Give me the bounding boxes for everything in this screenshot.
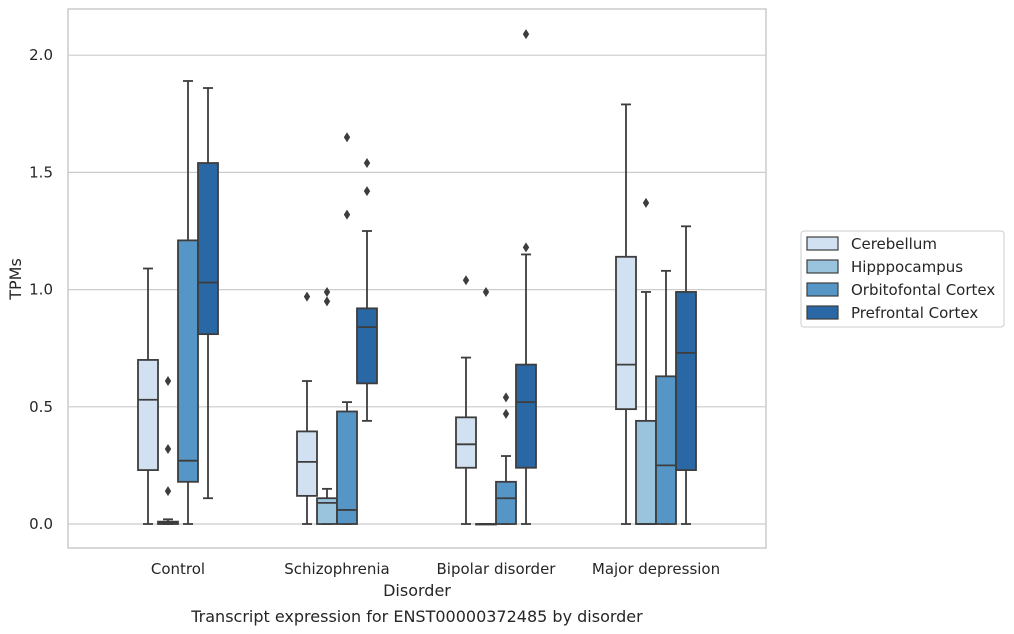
legend-label: Cerebellum [851,235,937,253]
box-group [316,286,338,525]
outlier-point [363,186,371,197]
box [495,480,517,525]
y-tick-label: 0.5 [29,398,53,416]
series-orbitofontal-cortex [177,80,677,525]
box-group [635,197,657,525]
outlier-point [164,376,172,387]
outlier-point [522,242,530,253]
legend-frame [800,230,1005,328]
legend-swatch [806,305,839,320]
box-group [515,29,537,525]
legend-label: Hipppocampus [851,258,963,276]
box-group [655,269,677,525]
x-tick-label: Bipolar disorder [437,560,557,578]
outlier-point [164,443,172,454]
legend-swatch [806,236,839,251]
box-group [296,291,318,525]
box-group [336,132,358,525]
box [356,307,378,385]
box [655,375,677,525]
outlier-point [502,392,510,403]
outlier-point [303,291,311,302]
outlier-point [323,286,331,297]
y-tick-labels: 0.0 0.5 1.0 1.5 2.0 [29,46,53,533]
box-series [137,29,697,526]
box-group [177,80,199,525]
x-tick-label: Major depression [592,560,720,578]
y-tick-label: 1.0 [29,281,53,299]
box [177,239,199,483]
y-axis-label: TPMs [6,258,25,301]
box-group [137,267,159,525]
box-group [615,103,637,525]
box-group [455,275,477,525]
box [336,410,358,525]
y-tick-label: 1.5 [29,163,53,181]
legend-swatch [806,282,839,297]
x-tick-labels: Control Schizophrenia Bipolar disorder Majo… [151,560,720,578]
outlier-point [363,158,371,169]
legend-label: Prefrontal Cortex [851,304,978,322]
y-tick-label: 0.0 [29,515,53,533]
box [515,363,537,469]
outlier-point [502,408,510,419]
box [615,255,637,411]
box-group [157,376,179,525]
outlier-point [343,209,351,220]
outlier-point [323,296,331,307]
box [675,291,697,471]
box-group [197,87,219,500]
x-axis-label: Disorder [383,581,451,600]
outlier-point [522,29,530,40]
chart-title: Transcript expression for ENST0000037248… [190,607,643,626]
box-group [675,225,697,525]
y-tick-label: 2.0 [29,46,53,64]
box [296,430,318,497]
legend-swatch [806,259,839,274]
outlier-point [482,286,490,297]
series-prefrontal-cortex [197,29,697,525]
box [455,416,477,469]
box-group [495,392,517,525]
outlier-point [164,486,172,497]
plot-frame [67,8,767,549]
box [635,419,657,525]
x-tick-label: Control [151,560,205,578]
legend-label: Orbitofontal Cortex [851,281,995,299]
box [137,359,159,471]
outlier-point [343,132,351,143]
outlier-point [642,197,650,208]
outlier-point [462,275,470,286]
series-hipppocampus [157,197,657,526]
x-tick-label: Schizophrenia [284,560,389,578]
legend: Cerebellum Hipppocampus Orbitofontal Corte… [800,230,1005,328]
box-group [356,158,378,422]
box [197,162,219,336]
series-cerebellum [137,103,637,525]
